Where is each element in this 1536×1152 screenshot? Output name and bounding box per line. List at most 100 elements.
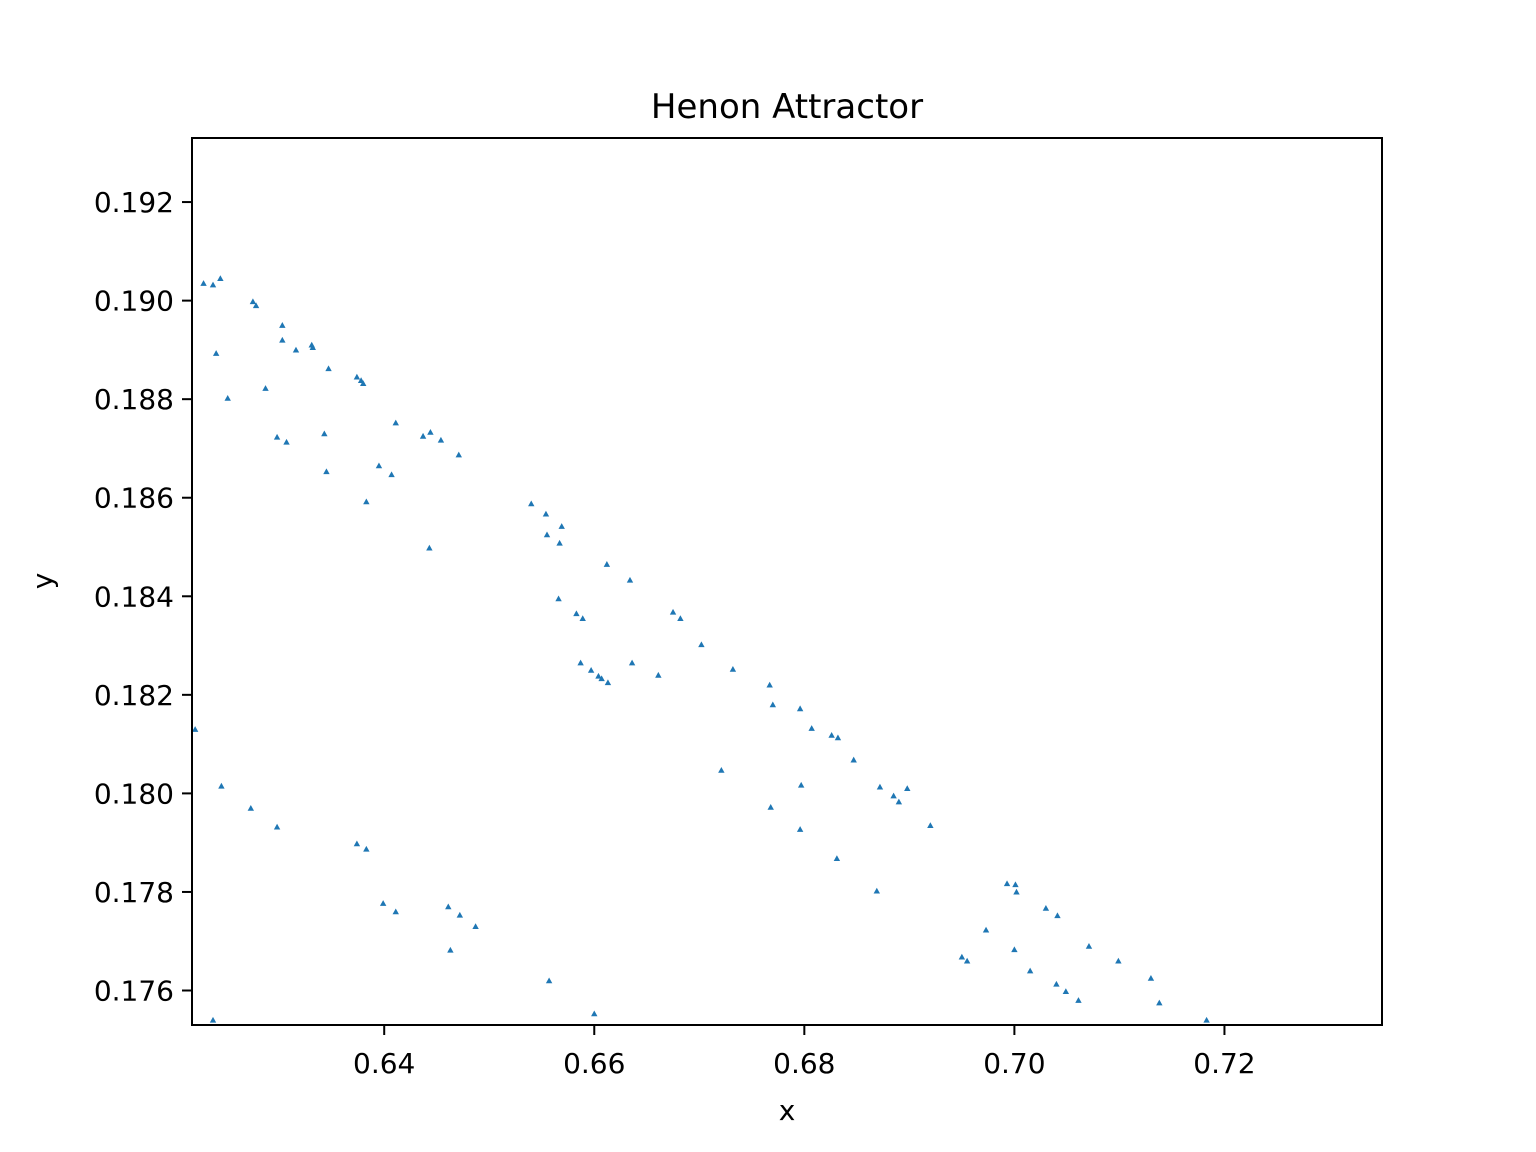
data-point (279, 336, 286, 343)
data-point (279, 322, 286, 328)
x-tick-label: 0.72 (1193, 1047, 1255, 1080)
data-point (982, 926, 990, 933)
x-tick-label: 0.68 (773, 1047, 835, 1080)
data-point (427, 428, 434, 435)
data-point (456, 911, 464, 918)
data-point (626, 576, 634, 583)
x-tick-label: 0.66 (563, 1047, 625, 1080)
data-point (698, 641, 705, 648)
data-point (603, 561, 611, 567)
data-point (392, 908, 399, 915)
data-point (363, 845, 370, 852)
x-axis-ticks: 0.64 0.66 0.68 0.70 0.72 (353, 1025, 1256, 1080)
data-point (579, 615, 586, 622)
data-point (445, 903, 452, 910)
data-point (252, 302, 260, 309)
data-point (876, 783, 884, 790)
data-point (455, 451, 462, 458)
data-point (1053, 980, 1060, 987)
data-point (209, 281, 217, 288)
data-point (224, 394, 231, 401)
data-point (283, 438, 290, 445)
data-point (797, 781, 805, 788)
data-point (447, 946, 454, 953)
data-point (273, 823, 281, 830)
data-point (1156, 999, 1163, 1006)
data-point (353, 373, 361, 380)
data-point (1203, 1016, 1210, 1023)
data-point (542, 510, 550, 517)
data-point (323, 468, 330, 475)
data-point (718, 767, 725, 773)
data-point (212, 350, 220, 356)
data-point (895, 798, 903, 805)
data-point (1062, 988, 1070, 995)
y-tick-label: 0.178 (94, 876, 174, 909)
data-point (555, 595, 562, 602)
data-point (558, 523, 565, 529)
data-point (927, 822, 934, 828)
data-point (262, 385, 269, 391)
data-point (796, 826, 804, 832)
data-point (1011, 946, 1018, 953)
data-point (796, 705, 804, 712)
y-tick-label: 0.184 (94, 580, 174, 613)
data-point (1013, 888, 1020, 895)
data-point (1147, 974, 1155, 981)
data-point (247, 804, 255, 811)
data-point (833, 855, 841, 862)
data-point (217, 275, 224, 282)
data-point (573, 610, 580, 617)
plot-area (192, 275, 1210, 1023)
data-point (595, 672, 602, 679)
data-point (545, 977, 553, 984)
data-point (591, 1010, 598, 1017)
x-tick-label: 0.64 (353, 1047, 415, 1080)
data-point (472, 923, 479, 930)
data-point (360, 380, 367, 386)
data-point (1054, 912, 1061, 919)
y-tick-label: 0.192 (94, 186, 174, 219)
data-point (1012, 881, 1019, 888)
y-tick-label: 0.180 (94, 777, 174, 810)
x-axis-label: x (779, 1094, 796, 1127)
data-point (628, 659, 636, 666)
data-point (273, 433, 281, 440)
y-tick-label: 0.188 (94, 383, 174, 416)
y-tick-label: 0.190 (94, 285, 174, 318)
data-point (677, 615, 684, 622)
data-point (1075, 997, 1082, 1003)
data-point (543, 531, 551, 538)
data-point (1085, 942, 1093, 949)
data-point (353, 840, 361, 847)
data-point (388, 471, 395, 478)
y-tick-label: 0.186 (94, 482, 174, 515)
data-point (766, 681, 773, 688)
data-point (200, 280, 207, 286)
data-point (808, 725, 815, 731)
chart-title: Henon Attractor (651, 87, 923, 127)
data-point (958, 953, 966, 960)
data-point (437, 436, 445, 443)
data-point (192, 726, 199, 732)
data-point (577, 659, 584, 666)
data-point (890, 792, 897, 799)
data-point (1042, 905, 1050, 911)
y-tick-label: 0.176 (94, 975, 174, 1008)
y-tick-label: 0.182 (94, 679, 174, 712)
data-point (218, 782, 225, 789)
x-tick-label: 0.70 (983, 1047, 1045, 1080)
data-point (363, 498, 370, 505)
data-point (325, 365, 332, 372)
data-point (556, 539, 563, 546)
data-point (604, 679, 612, 686)
data-point (1115, 957, 1122, 964)
data-point (767, 803, 774, 810)
data-point (1026, 967, 1034, 974)
data-point (850, 756, 857, 763)
y-axis-ticks: 0.176 0.178 0.180 0.182 0.184 0.186 0.188 0.190… (94, 186, 192, 1008)
data-point (309, 344, 316, 350)
y-axis-label: y (26, 573, 59, 590)
data-point (904, 785, 911, 792)
